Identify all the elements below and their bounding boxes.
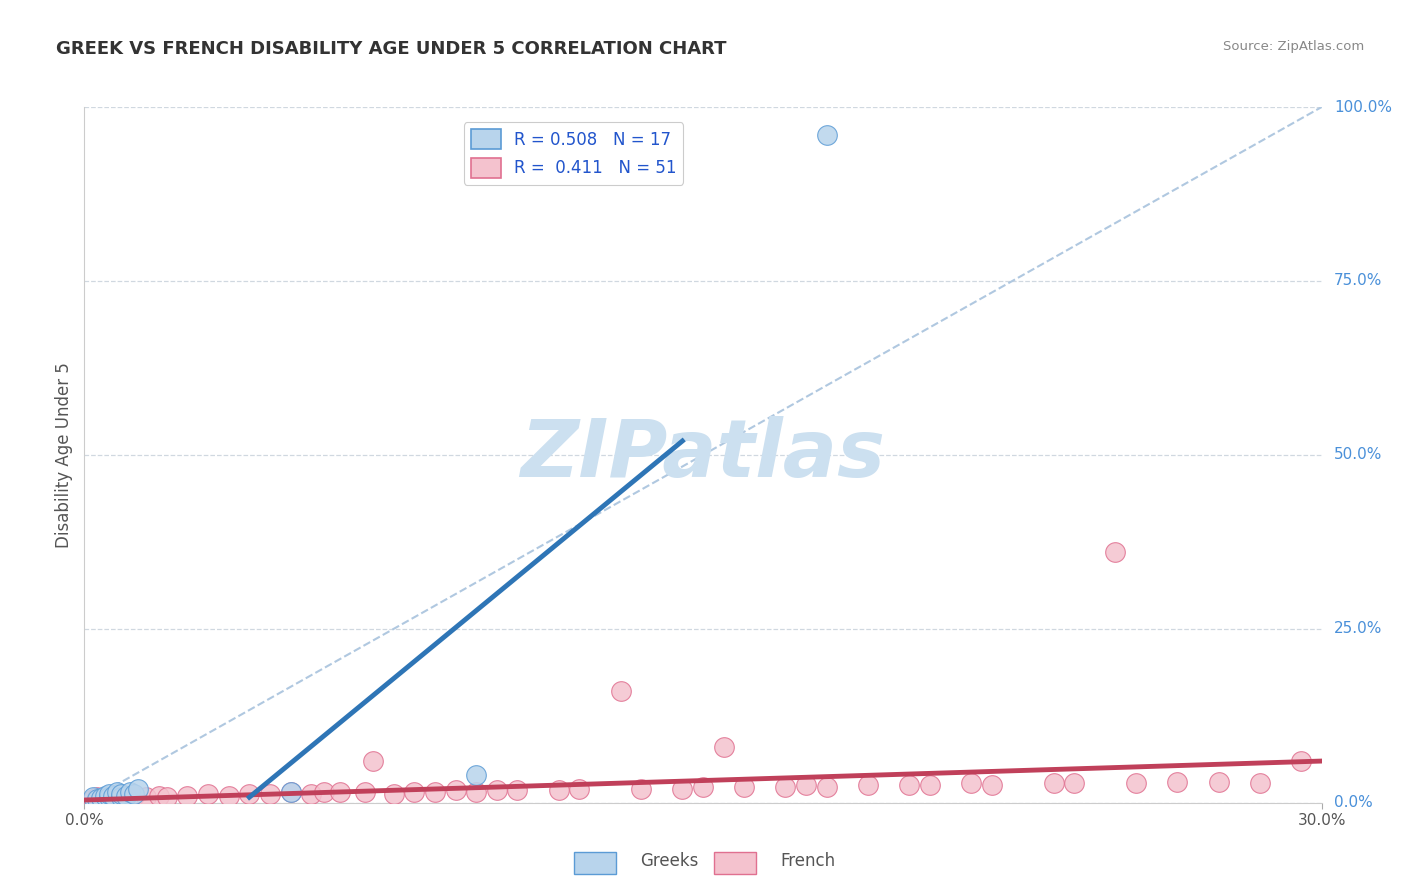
Point bbox=[485, 783, 508, 797]
Point bbox=[444, 783, 467, 797]
Y-axis label: Disability Age Under 5: Disability Age Under 5 bbox=[55, 362, 73, 548]
Point bbox=[280, 785, 302, 799]
Point bbox=[105, 785, 128, 799]
Point bbox=[218, 789, 240, 803]
Point bbox=[94, 792, 117, 806]
Text: 50.0%: 50.0% bbox=[1334, 448, 1382, 462]
Point bbox=[609, 684, 631, 698]
Point bbox=[898, 778, 921, 792]
Text: 0.0%: 0.0% bbox=[1334, 796, 1372, 810]
Point bbox=[1208, 775, 1230, 789]
Point bbox=[506, 783, 529, 797]
Point bbox=[692, 780, 714, 795]
Text: 75.0%: 75.0% bbox=[1334, 274, 1382, 288]
Point bbox=[1104, 545, 1126, 559]
Legend: R = 0.508   N = 17, R =  0.411   N = 51: R = 0.508 N = 17, R = 0.411 N = 51 bbox=[464, 122, 683, 185]
Point bbox=[856, 778, 879, 792]
Point bbox=[259, 788, 281, 802]
Point bbox=[382, 788, 405, 802]
Point bbox=[1249, 776, 1271, 790]
Point bbox=[114, 789, 136, 803]
Point bbox=[733, 780, 755, 795]
Point bbox=[114, 790, 136, 805]
Text: Source: ZipAtlas.com: Source: ZipAtlas.com bbox=[1223, 40, 1364, 54]
Point bbox=[775, 780, 797, 795]
Point bbox=[630, 781, 652, 796]
Point bbox=[465, 785, 488, 799]
Text: 25.0%: 25.0% bbox=[1334, 622, 1382, 636]
Point bbox=[148, 789, 170, 803]
Point bbox=[794, 778, 817, 792]
Point bbox=[197, 788, 219, 802]
Point bbox=[404, 785, 426, 799]
Point bbox=[103, 791, 125, 805]
Point bbox=[86, 792, 108, 806]
Point bbox=[280, 785, 302, 799]
Point bbox=[1289, 754, 1312, 768]
Point bbox=[815, 780, 838, 795]
Point bbox=[86, 790, 108, 805]
Point bbox=[568, 781, 591, 796]
Text: GREEK VS FRENCH DISABILITY AGE UNDER 5 CORRELATION CHART: GREEK VS FRENCH DISABILITY AGE UNDER 5 C… bbox=[56, 40, 727, 58]
Text: Greeks: Greeks bbox=[640, 852, 699, 870]
Point bbox=[156, 790, 179, 805]
Point bbox=[110, 790, 132, 805]
Text: ZIPatlas: ZIPatlas bbox=[520, 416, 886, 494]
Point bbox=[1063, 776, 1085, 790]
Point bbox=[127, 781, 149, 796]
Point bbox=[122, 788, 145, 802]
Point bbox=[118, 785, 141, 799]
Point bbox=[329, 785, 352, 799]
Point bbox=[299, 788, 322, 802]
Point bbox=[90, 791, 112, 805]
Point bbox=[135, 790, 157, 805]
Point bbox=[82, 792, 104, 806]
Point bbox=[423, 785, 446, 799]
Point bbox=[960, 776, 983, 790]
Point bbox=[713, 740, 735, 755]
Point bbox=[122, 789, 145, 803]
Point bbox=[671, 781, 693, 796]
Point bbox=[110, 788, 132, 802]
Point bbox=[1125, 776, 1147, 790]
Text: French: French bbox=[780, 852, 835, 870]
Point bbox=[94, 789, 117, 803]
Point bbox=[103, 789, 125, 803]
Point bbox=[98, 790, 121, 805]
Point bbox=[980, 778, 1002, 792]
Point bbox=[238, 788, 260, 802]
Point bbox=[1166, 775, 1188, 789]
Point bbox=[815, 128, 838, 142]
Point bbox=[361, 754, 384, 768]
Point bbox=[312, 785, 335, 799]
Point bbox=[98, 788, 121, 802]
Point bbox=[176, 789, 198, 803]
Point bbox=[465, 768, 488, 782]
Point bbox=[547, 783, 569, 797]
Text: 100.0%: 100.0% bbox=[1334, 100, 1392, 114]
Point bbox=[353, 785, 375, 799]
Point bbox=[82, 790, 104, 805]
Point bbox=[918, 778, 941, 792]
Point bbox=[1042, 776, 1064, 790]
